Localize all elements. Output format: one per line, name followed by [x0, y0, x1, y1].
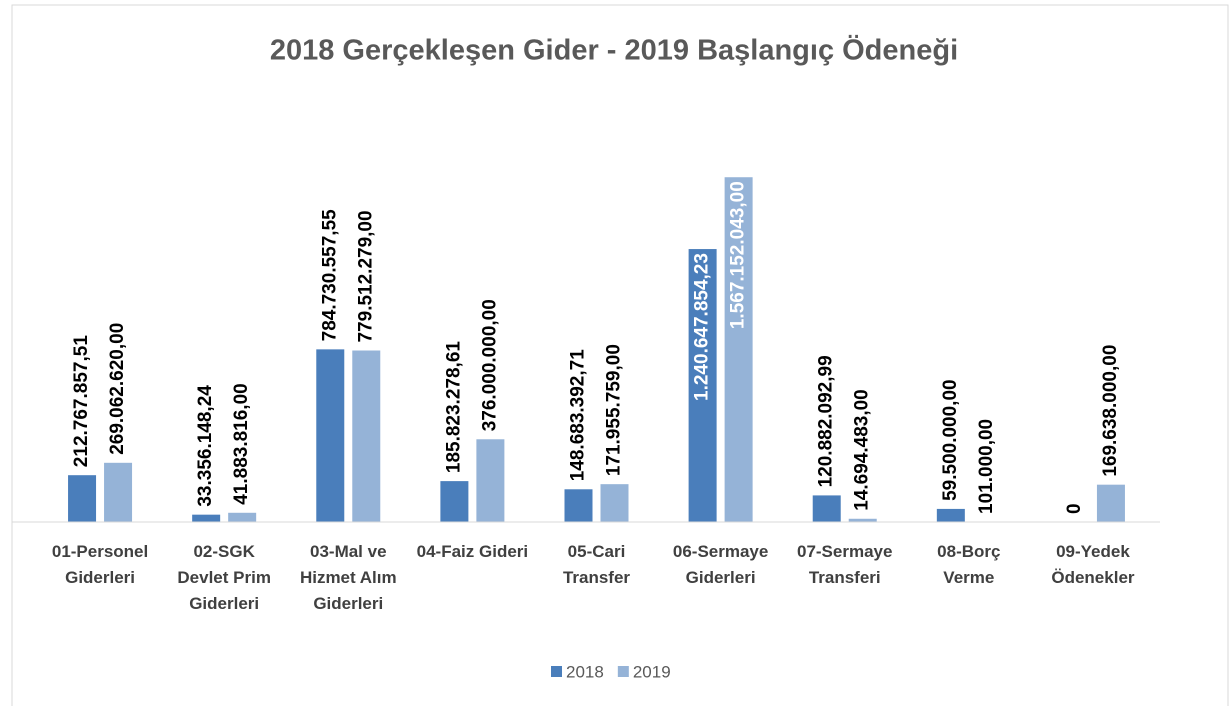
data-label: 41.883.816,00	[231, 383, 252, 505]
data-label: 0	[1064, 503, 1085, 514]
legend-label: 2018	[566, 662, 604, 681]
bar	[192, 514, 221, 522]
legend-label: 2019	[633, 662, 671, 681]
bar	[440, 481, 469, 522]
bar	[476, 439, 505, 522]
bar	[688, 249, 717, 522]
data-label: 212.767.857,51	[71, 335, 92, 468]
bar	[104, 462, 133, 522]
data-label: 59.500.000,00	[940, 379, 961, 501]
bar	[936, 508, 965, 522]
data-label: 784.730.557,55	[319, 209, 340, 342]
data-label: 148.683.392,71	[568, 349, 589, 482]
data-label: 14.694.483,00	[852, 389, 873, 511]
legend-swatch	[551, 666, 562, 677]
data-label: 376.000.000,00	[479, 299, 500, 431]
chart-frame	[11, 4, 1229, 706]
x-tick-label: 06-Sermaye Giderleri	[673, 542, 768, 587]
bar	[848, 518, 877, 522]
x-tick-label: 05-Cari Transfer	[563, 542, 630, 587]
data-label: 33.356.148,24	[195, 385, 216, 507]
bar	[564, 489, 593, 522]
x-tick-label: 08-Borç Verme	[937, 542, 1000, 587]
bar	[228, 512, 257, 522]
chart-title: 2018 Gerçekleşen Gider - 2019 Başlangıç …	[270, 34, 958, 67]
bar	[1096, 484, 1125, 522]
legend-swatch	[617, 666, 629, 677]
bar	[812, 495, 841, 522]
bar	[68, 475, 97, 522]
bar	[724, 177, 753, 522]
x-tick-label: 02-SGK Devlet Prim Giderleri	[177, 542, 271, 613]
data-label: 269.062.620,00	[107, 323, 128, 455]
bar	[600, 484, 629, 522]
data-label: 1.240.647.854,23	[692, 253, 713, 401]
bar	[316, 349, 345, 522]
data-label: 101.000,00	[976, 419, 997, 514]
data-label: 171.955.759,00	[604, 344, 625, 476]
data-label: 779.512.279,00	[355, 210, 376, 342]
x-tick-label: 03-Mal ve Hizmet Alım Giderleri	[300, 542, 397, 613]
data-label: 185.823.278,61	[443, 341, 464, 474]
x-tick-label: 09-Yedek Ödenekler	[1051, 542, 1135, 587]
data-label: 120.882.092,99	[816, 355, 837, 487]
x-tick-label: 07-Sermaye Transferi	[797, 542, 892, 587]
x-tick-label: 04-Faiz Gideri	[417, 542, 528, 561]
bar	[352, 350, 381, 522]
x-tick-label: 01-Personel Giderleri	[52, 542, 148, 587]
data-label: 1.567.152.043,00	[728, 181, 749, 329]
data-label: 169.638.000,00	[1100, 345, 1121, 477]
